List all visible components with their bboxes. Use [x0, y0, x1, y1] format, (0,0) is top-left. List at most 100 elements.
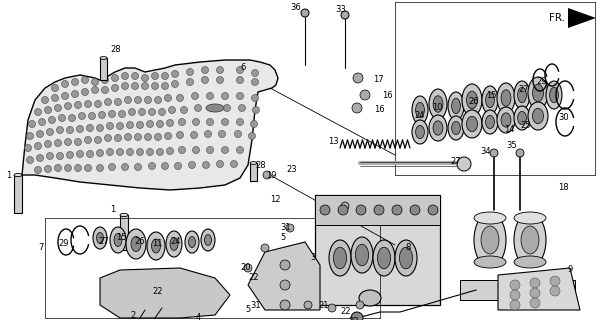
Circle shape: [144, 97, 152, 103]
Ellipse shape: [482, 86, 498, 114]
Text: 23: 23: [286, 165, 296, 174]
Circle shape: [35, 166, 41, 173]
Ellipse shape: [373, 240, 395, 276]
Circle shape: [351, 312, 363, 320]
Circle shape: [112, 75, 119, 82]
Circle shape: [139, 108, 145, 116]
Circle shape: [236, 76, 244, 84]
Ellipse shape: [429, 115, 447, 141]
Text: 13: 13: [328, 138, 339, 147]
Ellipse shape: [120, 213, 128, 217]
Circle shape: [147, 121, 153, 127]
Circle shape: [164, 94, 171, 101]
Bar: [100, 58, 107, 80]
Text: 6: 6: [240, 63, 245, 73]
Circle shape: [87, 150, 93, 157]
Circle shape: [108, 164, 116, 171]
Circle shape: [48, 116, 56, 124]
Circle shape: [44, 140, 52, 148]
Circle shape: [67, 126, 73, 133]
Circle shape: [96, 164, 104, 172]
Circle shape: [52, 94, 59, 101]
Circle shape: [374, 205, 384, 215]
Ellipse shape: [399, 247, 413, 269]
Ellipse shape: [14, 173, 22, 177]
Circle shape: [280, 300, 290, 310]
Circle shape: [152, 83, 159, 90]
Circle shape: [44, 107, 52, 114]
Text: 5: 5: [280, 234, 285, 243]
Circle shape: [219, 131, 225, 138]
Ellipse shape: [501, 90, 511, 106]
Circle shape: [216, 161, 224, 167]
Circle shape: [75, 101, 81, 108]
Ellipse shape: [126, 229, 146, 259]
Circle shape: [202, 162, 210, 169]
Ellipse shape: [412, 120, 428, 144]
Ellipse shape: [474, 212, 506, 268]
Ellipse shape: [188, 236, 196, 247]
Polygon shape: [248, 242, 320, 310]
Polygon shape: [22, 60, 278, 190]
Text: 34: 34: [480, 148, 491, 156]
Circle shape: [162, 163, 168, 170]
Ellipse shape: [481, 226, 499, 254]
Text: 35: 35: [506, 140, 517, 149]
Ellipse shape: [359, 290, 381, 306]
Text: 17: 17: [373, 76, 384, 84]
Circle shape: [136, 122, 144, 129]
Ellipse shape: [433, 96, 443, 112]
Circle shape: [92, 78, 99, 85]
Ellipse shape: [528, 102, 548, 130]
Text: 22: 22: [248, 274, 259, 283]
Circle shape: [156, 148, 164, 156]
Circle shape: [36, 131, 44, 138]
Circle shape: [301, 9, 309, 17]
Ellipse shape: [485, 92, 494, 108]
Circle shape: [96, 124, 104, 132]
Circle shape: [107, 123, 113, 130]
Circle shape: [187, 78, 193, 85]
Ellipse shape: [131, 236, 141, 252]
Ellipse shape: [474, 212, 506, 224]
Circle shape: [236, 92, 244, 100]
Circle shape: [530, 298, 540, 308]
Text: 3: 3: [310, 253, 315, 262]
Ellipse shape: [100, 57, 107, 60]
Circle shape: [152, 73, 159, 79]
Ellipse shape: [550, 87, 558, 103]
Circle shape: [159, 108, 165, 116]
Circle shape: [107, 148, 113, 156]
Circle shape: [516, 149, 524, 157]
Text: 15: 15: [486, 91, 496, 100]
Text: 16: 16: [374, 106, 385, 115]
Circle shape: [239, 105, 245, 111]
Circle shape: [253, 107, 259, 114]
Ellipse shape: [170, 237, 178, 251]
Text: 24: 24: [170, 237, 181, 246]
Circle shape: [84, 164, 92, 172]
Circle shape: [162, 73, 168, 79]
Circle shape: [72, 78, 79, 85]
Circle shape: [251, 69, 259, 76]
Text: 1: 1: [6, 171, 12, 180]
Circle shape: [115, 99, 121, 106]
Circle shape: [338, 205, 348, 215]
Ellipse shape: [114, 234, 122, 246]
Circle shape: [222, 147, 228, 154]
Circle shape: [360, 90, 370, 100]
Circle shape: [108, 110, 116, 117]
Text: 2: 2: [130, 310, 135, 319]
Circle shape: [116, 148, 124, 156]
Ellipse shape: [482, 110, 498, 134]
Polygon shape: [315, 195, 440, 225]
Circle shape: [112, 84, 119, 92]
Text: 26: 26: [134, 237, 145, 246]
Ellipse shape: [514, 256, 546, 268]
Ellipse shape: [147, 232, 165, 260]
Ellipse shape: [416, 125, 424, 139]
Circle shape: [202, 76, 208, 84]
Ellipse shape: [378, 247, 391, 269]
Circle shape: [141, 75, 148, 82]
Circle shape: [187, 68, 193, 76]
